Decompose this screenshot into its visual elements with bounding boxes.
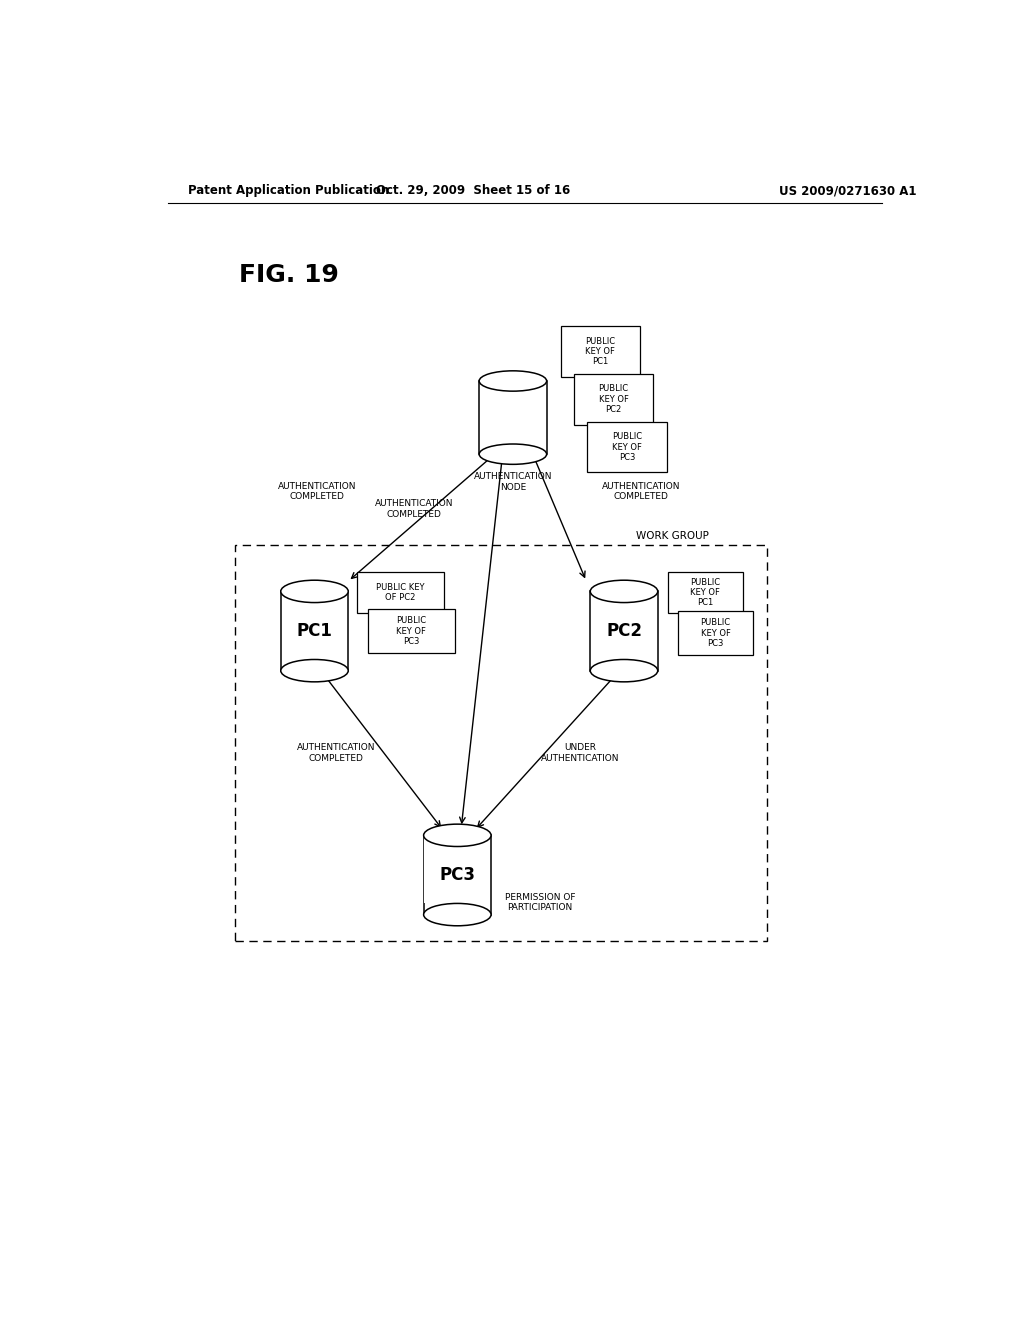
Text: PUBLIC
KEY OF
PC1: PUBLIC KEY OF PC1 (585, 337, 615, 367)
Text: PERMISSION OF
PARTICIPATION: PERMISSION OF PARTICIPATION (505, 892, 575, 912)
Text: UNDER
AUTHENTICATION: UNDER AUTHENTICATION (541, 743, 620, 763)
Ellipse shape (479, 371, 547, 391)
FancyBboxPatch shape (678, 611, 754, 656)
Text: AUTHENTICATION
COMPLETED: AUTHENTICATION COMPLETED (297, 743, 375, 763)
Text: AUTHENTICATION
COMPLETED: AUTHENTICATION COMPLETED (602, 482, 680, 502)
Text: US 2009/0271630 A1: US 2009/0271630 A1 (778, 185, 916, 198)
FancyBboxPatch shape (668, 572, 743, 612)
Text: PUBLIC
KEY OF
PC3: PUBLIC KEY OF PC3 (700, 618, 731, 648)
Bar (591, 591, 657, 660)
Ellipse shape (590, 660, 657, 682)
Bar (424, 836, 492, 915)
FancyBboxPatch shape (356, 572, 443, 612)
Text: PC1: PC1 (297, 622, 333, 640)
Text: PC3: PC3 (439, 866, 475, 884)
Bar (480, 381, 546, 444)
Text: PUBLIC
KEY OF
PC1: PUBLIC KEY OF PC1 (690, 578, 721, 607)
FancyBboxPatch shape (560, 326, 640, 378)
Ellipse shape (590, 581, 657, 602)
Ellipse shape (281, 581, 348, 602)
Text: PUBLIC
KEY OF
PC3: PUBLIC KEY OF PC3 (396, 616, 426, 645)
Text: WORK GROUP: WORK GROUP (636, 531, 709, 541)
Text: Oct. 29, 2009  Sheet 15 of 16: Oct. 29, 2009 Sheet 15 of 16 (376, 185, 570, 198)
Bar (590, 591, 657, 671)
FancyBboxPatch shape (574, 374, 653, 425)
Text: AUTHENTICATION
COMPLETED: AUTHENTICATION COMPLETED (278, 482, 356, 502)
FancyBboxPatch shape (588, 421, 667, 473)
Text: PUBLIC
KEY OF
PC3: PUBLIC KEY OF PC3 (612, 432, 642, 462)
Bar (479, 381, 547, 454)
Bar (424, 836, 490, 903)
Text: PC2: PC2 (606, 622, 642, 640)
Ellipse shape (424, 824, 492, 846)
Text: FIG. 19: FIG. 19 (240, 263, 339, 288)
Text: AUTHENTICATION
NODE: AUTHENTICATION NODE (474, 473, 552, 492)
Bar (281, 591, 348, 671)
Ellipse shape (479, 444, 547, 465)
Text: Patent Application Publication: Patent Application Publication (187, 185, 389, 198)
Ellipse shape (281, 660, 348, 682)
Text: AUTHENTICATION
COMPLETED: AUTHENTICATION COMPLETED (375, 499, 453, 519)
FancyBboxPatch shape (368, 609, 455, 653)
Text: PUBLIC
KEY OF
PC2: PUBLIC KEY OF PC2 (599, 384, 629, 414)
Bar (282, 591, 347, 660)
Ellipse shape (424, 903, 492, 925)
Text: PUBLIC KEY
OF PC2: PUBLIC KEY OF PC2 (376, 582, 425, 602)
